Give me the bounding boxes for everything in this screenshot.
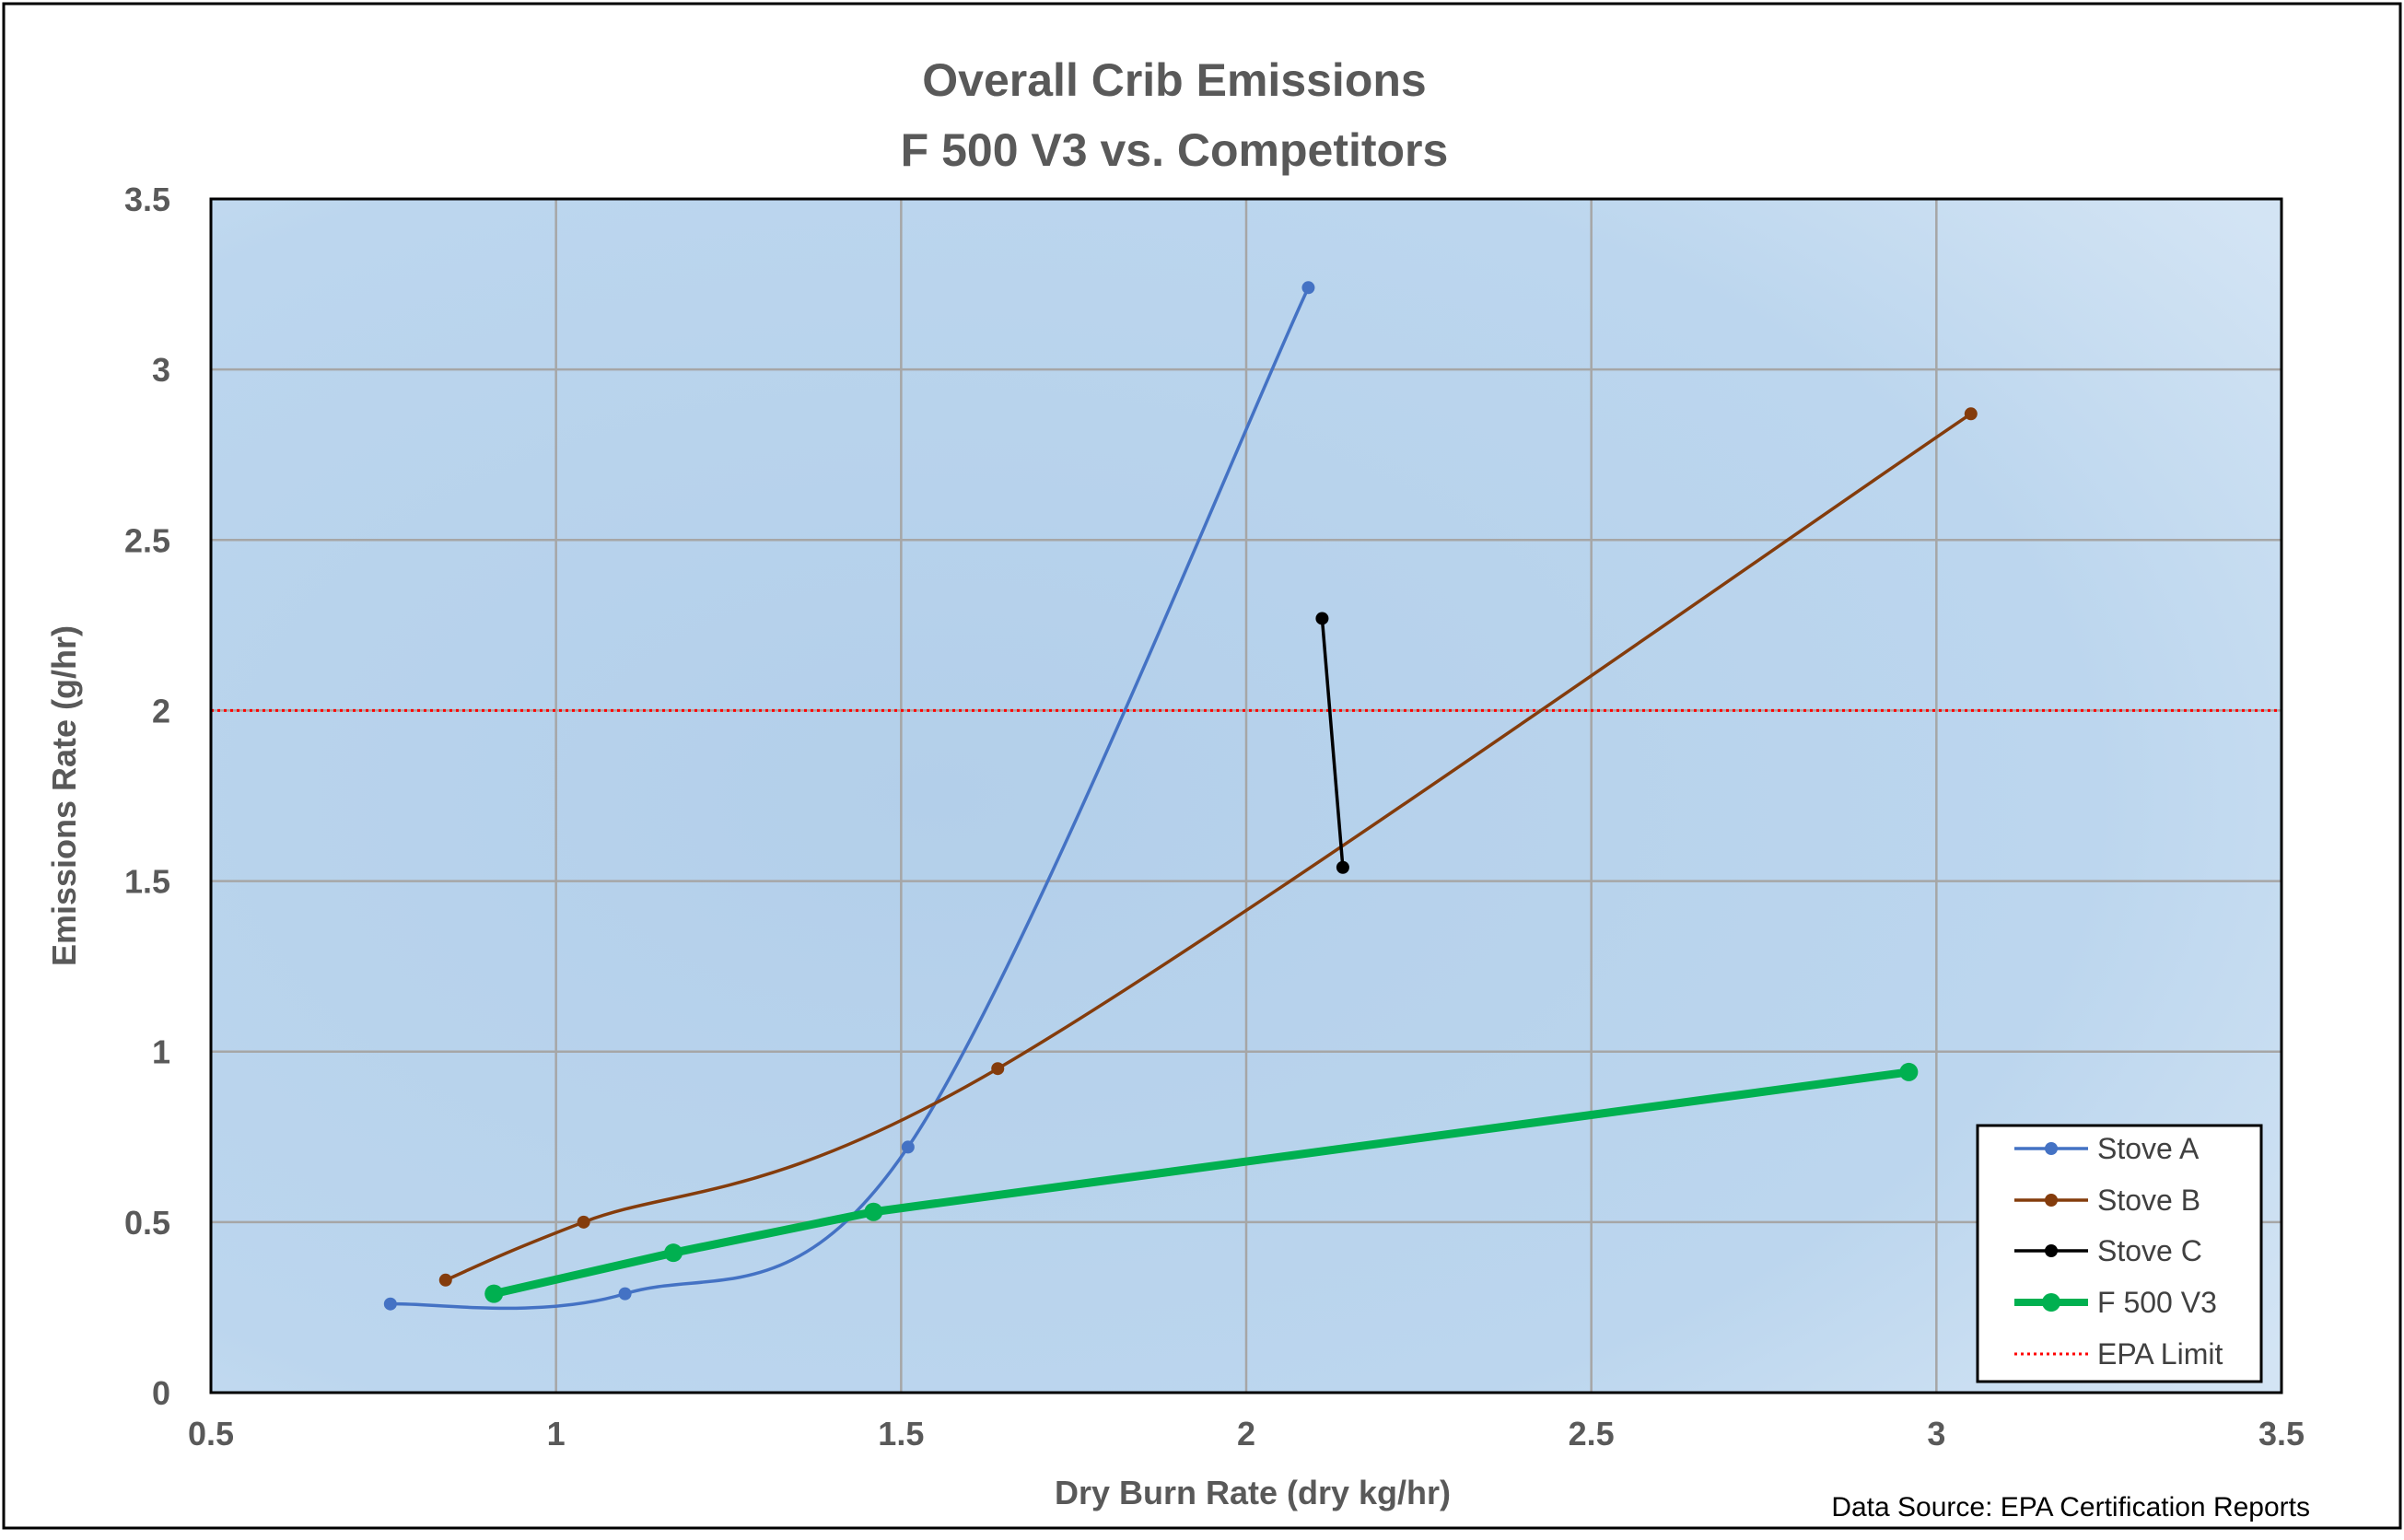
x-tick-label: 1 (547, 1415, 566, 1452)
chart-subtitle: F 500 V3 vs. Competitors (901, 124, 1449, 176)
y-tick-label: 1 (152, 1033, 170, 1071)
x-tick-label: 1.5 (878, 1415, 924, 1452)
x-axis-label: Dry Burn Rate (dry kg/hr) (1055, 1474, 1451, 1511)
x-axis-ticks: 0.5 1 1.5 2 2.5 3 3.5 (188, 1415, 2305, 1452)
legend: Stove A Stove B Stove C F 500 V3 EPA Limit (1976, 1124, 2263, 1383)
stove-b-point (577, 1215, 590, 1229)
f500-v3-point (484, 1284, 504, 1303)
y-tick-label: 2 (152, 692, 170, 729)
series-layer (383, 281, 1978, 1311)
data-source-note: Data Source: EPA Certification Reports (1831, 1492, 2310, 1522)
f500-v3-point (864, 1202, 883, 1221)
plot-border (209, 197, 2283, 1394)
legend-marker-stove-c (2045, 1244, 2058, 1257)
legend-label-f500-v3: F 500 V3 (2097, 1286, 2217, 1319)
y-tick-label: 3 (152, 351, 170, 389)
legend-label-stove-a: Stove A (2097, 1132, 2200, 1165)
stove-c-line (1320, 616, 1345, 869)
chart-title: Overall Crib Emissions (922, 54, 1426, 106)
x-tick-label: 2.5 (1569, 1415, 1615, 1452)
legend-marker-stove-a (2045, 1142, 2058, 1155)
legend-marker-stove-b (2045, 1194, 2058, 1207)
y-tick-label: 0 (152, 1374, 170, 1412)
x-tick-label: 2 (1237, 1415, 1255, 1452)
legend-label-stove-c: Stove C (2097, 1234, 2202, 1267)
stove-b-point (438, 1273, 452, 1287)
y-axis-ticks: 0 0.5 1 1.5 2 2.5 3 3.5 (124, 181, 170, 1412)
stove-a-point (1301, 281, 1315, 295)
stove-a-line (389, 286, 1311, 1311)
stove-c-point (1336, 860, 1349, 874)
legend-label-stove-b: Stove B (2097, 1184, 2200, 1217)
f500-v3-line (489, 1068, 1913, 1299)
stove-a-point (383, 1297, 397, 1311)
f500-v3-point (1899, 1062, 1919, 1081)
legend-label-epa-limit: EPA Limit (2097, 1337, 2223, 1371)
x-tick-label: 3 (1927, 1415, 1945, 1452)
x-tick-label: 3.5 (2258, 1415, 2305, 1452)
y-tick-label: 3.5 (124, 181, 170, 218)
x-tick-label: 0.5 (188, 1415, 234, 1452)
stove-c-point (1315, 612, 1329, 625)
y-axis-label: Emissions Rate (g/hr) (45, 625, 83, 966)
stove-b-point (991, 1062, 1005, 1076)
y-tick-label: 2.5 (124, 521, 170, 559)
legend-marker-f500-v3 (2042, 1293, 2060, 1312)
y-tick-label: 1.5 (124, 863, 170, 901)
legend-box (1976, 1124, 2263, 1383)
f500-v3-point (664, 1243, 683, 1263)
stove-a-point (618, 1287, 632, 1301)
y-tick-label: 0.5 (124, 1204, 170, 1242)
stove-a-point (901, 1140, 915, 1154)
stove-b-point (1964, 407, 1978, 421)
